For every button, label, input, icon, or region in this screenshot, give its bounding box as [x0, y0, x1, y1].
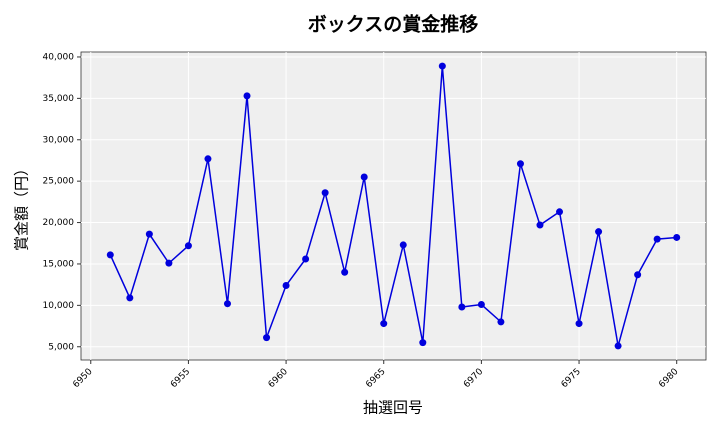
data-point	[126, 294, 134, 302]
y-tick-label: 15,000	[43, 259, 75, 269]
data-point	[204, 155, 212, 163]
data-point	[243, 92, 251, 100]
plot-area	[80, 51, 707, 361]
data-point	[223, 300, 231, 308]
data-point	[556, 208, 564, 216]
data-point	[673, 233, 681, 241]
data-point	[282, 281, 290, 289]
x-axis-label: 抽選回号	[363, 399, 423, 417]
data-point	[419, 339, 427, 347]
y-tick-label: 10,000	[43, 301, 75, 311]
y-tick-label: 40,000	[43, 52, 75, 62]
data-point	[399, 241, 407, 249]
x-tick-label: 6975	[560, 367, 583, 390]
x-tick-label: 6980	[657, 367, 680, 390]
y-axis-label: 賞金額（円）	[13, 161, 31, 251]
data-point	[165, 259, 173, 267]
series-line	[109, 66, 677, 347]
data-point	[614, 342, 622, 350]
y-tick-label: 25,000	[43, 177, 75, 187]
data-point	[263, 334, 271, 342]
data-point	[516, 160, 524, 168]
data-point	[575, 320, 583, 328]
data-point	[438, 62, 446, 70]
y-tick-label: 30,000	[43, 135, 75, 145]
data-point	[458, 303, 466, 311]
y-tick-label: 20,000	[43, 218, 75, 228]
data-point	[184, 242, 192, 250]
data-point	[321, 189, 329, 197]
x-tick-label: 6970	[462, 367, 485, 390]
data-point	[341, 268, 349, 276]
x-tick-label: 6965	[364, 367, 387, 390]
data-point	[595, 228, 603, 236]
data-point	[653, 235, 661, 243]
x-tick-label: 6960	[267, 367, 290, 390]
data-point	[302, 255, 310, 263]
data-point	[477, 301, 485, 309]
x-tick-label: 6950	[71, 367, 94, 390]
y-tick-label: 35,000	[43, 94, 75, 104]
data-point	[106, 251, 114, 259]
data-point	[380, 320, 388, 328]
y-tick-label: 5,000	[48, 342, 74, 352]
data-point	[360, 173, 368, 181]
data-point	[536, 221, 544, 229]
x-tick-label: 6955	[169, 367, 192, 390]
data-point	[145, 230, 153, 238]
data-point	[497, 318, 505, 326]
data-point	[634, 271, 642, 279]
chart-title: ボックスの賞金推移	[308, 13, 478, 36]
